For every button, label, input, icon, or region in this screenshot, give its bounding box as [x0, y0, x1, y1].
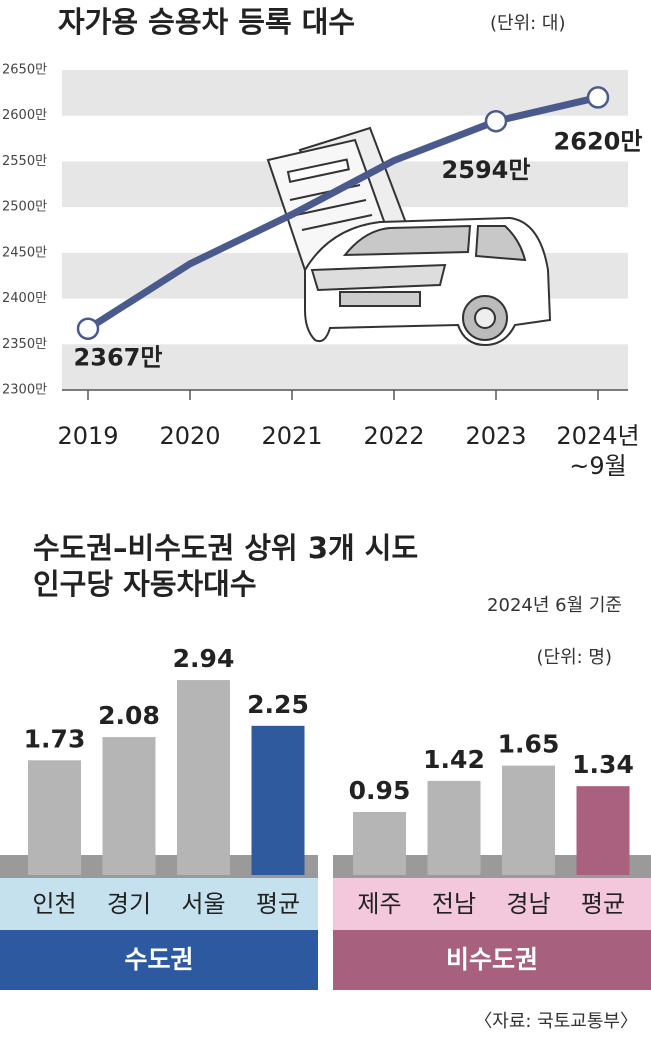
- data-label: 0.95: [349, 776, 411, 805]
- x-tick-label: 2023: [465, 422, 526, 450]
- point: [586, 86, 610, 109]
- group-label: 수도권: [124, 945, 193, 974]
- unit: (단위: 명): [536, 647, 612, 668]
- category-label: 평균: [256, 890, 300, 918]
- chart-title: 자가용 승용차 등록 대수: [58, 5, 355, 39]
- bar: [251, 725, 305, 875]
- point: [76, 317, 100, 340]
- y-tick-label: 2500만: [2, 200, 47, 215]
- bar: [353, 812, 406, 875]
- subtitle: 2024년 6월 기준: [487, 595, 622, 616]
- bar: [102, 737, 156, 875]
- data-label: 2367만: [74, 344, 163, 372]
- bar: [28, 760, 81, 875]
- category-label: 경남: [506, 890, 550, 918]
- category-label: 인천: [32, 890, 76, 918]
- grid-band: [62, 344, 628, 390]
- data-label: 2620만: [554, 127, 643, 155]
- x-tick-label: 2021: [261, 422, 322, 450]
- chart-title: 수도권–비수도권 상위 3개 시도 인구당 자동차대수: [33, 531, 418, 601]
- data-label: 1.42: [423, 745, 485, 774]
- data-label: 2594만: [442, 156, 531, 184]
- category-label: 전남: [432, 890, 476, 918]
- category-label: 경기: [107, 890, 151, 918]
- x-tick-label: 2019: [57, 422, 118, 450]
- y-tick-label: 2450만: [2, 245, 47, 260]
- y-tick-label: 2550만: [2, 154, 47, 169]
- data-label: 1.65: [498, 730, 560, 759]
- data-label: 2.08: [98, 701, 160, 730]
- illustration: [266, 126, 552, 347]
- unit: (단위: 대): [490, 13, 566, 34]
- y-tick-label: 2300만: [2, 383, 47, 398]
- category-label: 평균: [581, 890, 625, 918]
- bar: [427, 780, 481, 875]
- line: [84, 93, 602, 333]
- base-band: [333, 855, 651, 878]
- bar: [576, 786, 630, 875]
- grid-band: [62, 70, 628, 116]
- data-label: 1.34: [572, 750, 634, 779]
- bar: [177, 680, 230, 875]
- category-label: 제주: [357, 890, 401, 918]
- group-band: [0, 930, 318, 990]
- y-tick-label: 2650만: [2, 63, 47, 78]
- group-band: [333, 930, 651, 990]
- x-tick-label: 2020: [159, 422, 220, 450]
- category-band: [333, 878, 651, 930]
- point: [484, 109, 508, 133]
- data-label: 2.94: [173, 644, 235, 673]
- data-label: 2.25: [247, 690, 309, 719]
- y-tick-label: 2350만: [2, 337, 47, 352]
- x-tick-label: 2022: [363, 422, 424, 450]
- y-tick-label: 2400만: [2, 291, 47, 306]
- bar: [502, 765, 555, 875]
- y-tick-label: 2600만: [2, 108, 47, 123]
- x-tick-label: 2024년 ~9월: [556, 422, 639, 480]
- source: 〈자료: 국토교통부〉: [474, 1011, 638, 1032]
- category-label: 서울: [181, 890, 225, 918]
- category-band: [0, 878, 318, 930]
- data-label: 1.73: [24, 724, 86, 753]
- group-label: 비수도권: [446, 945, 538, 974]
